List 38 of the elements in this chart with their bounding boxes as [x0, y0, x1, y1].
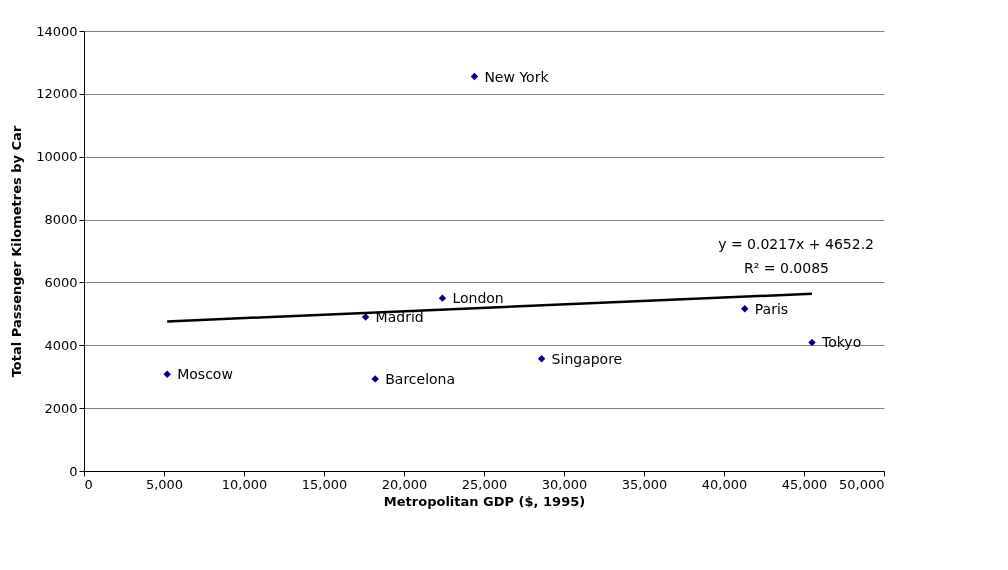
x-axis-title: Metropolitan GDP ($, 1995) [383, 493, 586, 509]
annotation: London [452, 290, 504, 307]
annotation: Tokyo [821, 334, 862, 351]
point [741, 305, 749, 313]
x-tick-label: 5,000 [145, 476, 184, 492]
x-tick-label: 20,000 [381, 476, 428, 492]
point [163, 370, 171, 378]
y-tick-label: 10000 [36, 149, 78, 165]
y-axis-title: Total Passenger Kilometres by Car [9, 125, 25, 378]
y-tick-label: 0 [69, 463, 78, 479]
point [470, 72, 479, 81]
point [361, 313, 370, 321]
y-tick-label: 6000 [44, 274, 78, 290]
annotation: Moscow [177, 366, 233, 383]
x-tick-label: 40,000 [701, 476, 748, 492]
annotation: y = 0.0217x + 4652.2 [718, 235, 874, 252]
x-tick-label: 10,000 [221, 476, 268, 492]
annotation: Paris [754, 300, 789, 317]
y-tick-label: 2000 [44, 400, 78, 416]
annotation: R² = 0.0085 [744, 259, 829, 276]
x-tick-label: 50,000 [839, 476, 885, 492]
point [537, 355, 546, 363]
annotation: Madrid [375, 309, 424, 325]
y-tick-label: 12000 [36, 86, 78, 102]
y-tick-label: 4000 [44, 337, 78, 353]
x-tick-label: 30,000 [541, 476, 588, 492]
x-tick-label: 0 [84, 476, 93, 492]
x-tick-label: 35,000 [621, 476, 668, 492]
annotation: New York [484, 68, 550, 85]
y-tick-label: 8000 [44, 212, 78, 228]
x-tick-label: 15,000 [301, 476, 348, 492]
point [808, 338, 816, 347]
x-tick-label: 25,000 [461, 476, 508, 492]
point [438, 294, 447, 302]
x-tick-label: 45,000 [781, 476, 828, 492]
y-tick-label: 14000 [36, 23, 78, 39]
annotation: Singapore [551, 350, 623, 367]
annotation: Barcelona [385, 370, 456, 387]
